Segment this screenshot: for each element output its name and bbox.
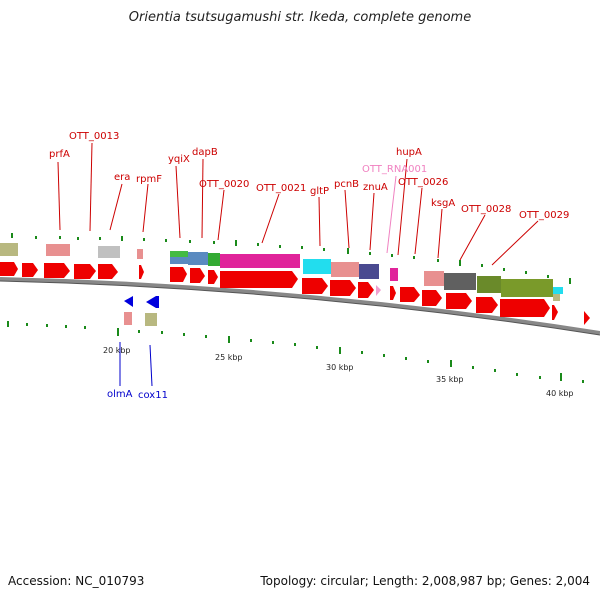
cds-arrows xyxy=(0,262,590,325)
scale-label-35kbp: 35 kbp xyxy=(436,375,464,384)
gene-label-OTT_0020[interactable]: OTT_0020 xyxy=(199,179,249,190)
gene-label-OTT_0029[interactable]: OTT_0029 xyxy=(519,210,569,221)
scale-label-20kbp: 20 kbp xyxy=(103,346,131,355)
gene-label-era[interactable]: era xyxy=(114,172,130,183)
gene-label-znuA[interactable]: znuA xyxy=(363,182,388,193)
gene-label-dapB[interactable]: dapB xyxy=(192,147,218,158)
outer-ticks xyxy=(11,233,571,284)
accession-text: Accession: NC_010793 xyxy=(8,574,145,588)
genome-backbone-shade xyxy=(0,280,600,336)
gene-label-OTT_0021[interactable]: OTT_0021 xyxy=(256,183,306,194)
feature-row xyxy=(0,243,563,301)
gene-label-hupA[interactable]: hupA xyxy=(396,147,422,158)
genome-backbone xyxy=(0,277,600,335)
genome-summary-text: Topology: circular; Length: 2,008,987 bp… xyxy=(260,574,590,588)
genome-title: Orientia tsutsugamushi str. Ikeda, compl… xyxy=(128,10,472,25)
scale-label-30kbp: 30 kbp xyxy=(326,363,354,372)
gene-label-rpmF[interactable]: rpmF xyxy=(136,174,162,185)
minus-strand-features xyxy=(124,296,159,326)
label-leaders xyxy=(57,142,539,266)
rna-leader xyxy=(386,175,397,254)
gene-label-OTT_0028[interactable]: OTT_0028 xyxy=(461,204,511,215)
gene-label-OTT_0026[interactable]: OTT_0026 xyxy=(398,177,448,188)
gene-label-gltP[interactable]: gltP xyxy=(310,186,329,197)
gene-label-yqiX[interactable]: yqiX xyxy=(168,154,190,165)
gene-label-cox11[interactable]: cox11 xyxy=(138,390,168,401)
scale-label-25kbp: 25 kbp xyxy=(215,353,243,362)
scale-label-40kbp: 40 kbp xyxy=(546,389,574,398)
gene-label-pcnB[interactable]: pcnB xyxy=(334,179,359,190)
gene-label-prfA[interactable]: prfA xyxy=(49,149,70,160)
gene-label-ksgA[interactable]: ksgA xyxy=(431,198,455,209)
gene-label-OTT_RNA001[interactable]: OTT_RNA001 xyxy=(362,164,427,175)
gene-label-OTT_0013[interactable]: OTT_0013 xyxy=(69,131,119,142)
inner-ticks xyxy=(7,321,584,383)
gene-label-olmA[interactable]: olmA xyxy=(107,389,133,400)
minus-leaders xyxy=(119,342,153,387)
